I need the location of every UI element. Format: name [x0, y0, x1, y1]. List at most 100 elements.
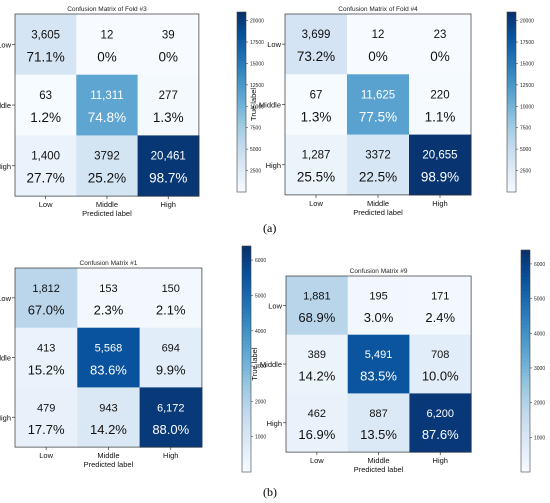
colorbar-segment [507, 123, 516, 127]
colorbar-segment [242, 400, 251, 405]
colorbar-segment [521, 272, 530, 277]
colorbar-segment [237, 126, 246, 130]
y-tick-label: Middle [0, 354, 11, 363]
cell-percent-label: 25.5% [297, 170, 335, 185]
colorbar: 1000 2000 3000 4000 5000 6000 [520, 249, 545, 473]
x-axis-label: Predicted label [354, 465, 404, 474]
cell-count-label: 11,625 [361, 89, 395, 101]
colorbar-segment [507, 177, 516, 181]
colorbar-segment [507, 87, 516, 91]
colorbar-segment [507, 150, 516, 154]
colorbar-segment [507, 159, 516, 163]
cell-percent-label: 0% [158, 49, 178, 64]
panel-label-b: (b) [263, 485, 277, 499]
colorbar-tick-label: 7500 [520, 126, 531, 132]
colorbar-segment [507, 135, 516, 139]
colorbar-segment [237, 45, 246, 49]
colorbar-segment [507, 90, 516, 94]
colorbar-segment [237, 144, 246, 148]
cell-count-label: 462 [308, 408, 326, 420]
colorbar-frame [241, 245, 252, 473]
cell-count-label: 413 [37, 343, 55, 355]
cell-count-label: 694 [162, 343, 180, 355]
colorbar-segment [237, 147, 246, 151]
colorbar-segment [507, 63, 516, 67]
cell-count-label: 1,287 [302, 150, 331, 162]
colorbar-segment [521, 312, 530, 318]
colorbar-segment [507, 27, 516, 31]
colorbar-segment [242, 347, 251, 353]
cell-percent-label: 14.2% [298, 368, 335, 383]
colorbar-segment [507, 24, 516, 28]
colorbar-segment [521, 405, 530, 410]
colorbar-segment [521, 416, 530, 421]
cell-percent-label: 25.2% [88, 171, 126, 186]
colorbar-segment [237, 159, 246, 163]
cell-percent-label: 10.0% [422, 368, 459, 383]
colorbar-segment [521, 301, 530, 307]
colorbar-segment [237, 27, 246, 31]
heatmap-cell-r1-c1 [347, 334, 410, 394]
heatmap-cell-r0-c1 [347, 14, 410, 75]
heatmap-cell-r0-c0 [285, 14, 348, 75]
cell-count-label: 3792 [94, 151, 120, 163]
confusion-matrix-panel-1: Confusion Matrix of Fold #3 3,605 71.1% 12 0… [0, 6, 264, 218]
cell-count-label: 6,172 [157, 402, 185, 414]
colorbar-segment [237, 165, 246, 169]
heatmap-cell-r0-c2 [139, 268, 203, 329]
colorbar-segment [237, 42, 246, 46]
colorbar-segment [521, 398, 530, 403]
colorbar-segment [521, 253, 530, 258]
colorbar-segment [242, 419, 251, 424]
cell-count-label: 3,605 [31, 29, 60, 41]
colorbar-segment [237, 12, 246, 16]
cell-percent-label: 0% [97, 49, 117, 64]
colorbar-segment [521, 460, 530, 466]
heatmap-cell-r0-c2 [409, 276, 472, 336]
cell-percent-label: 2.3% [94, 303, 124, 318]
colorbar-segment [521, 324, 530, 329]
cell-count-label: 1,881 [303, 290, 331, 302]
heatmap-cell-r1-c1 [77, 327, 141, 388]
colorbar-segment [242, 460, 251, 466]
colorbar-segment [507, 81, 516, 85]
cell-percent-label: 67.0% [28, 303, 65, 318]
cell-percent-label: 2.4% [425, 310, 455, 325]
colorbar-segment [521, 423, 530, 429]
colorbar-tick-label: 5000 [534, 297, 545, 303]
colorbar-segment [242, 374, 251, 379]
heatmap-cell-r1-c2 [409, 334, 472, 394]
chart-title: Confusion Matrix of Fold #3 [67, 6, 147, 13]
colorbar-segment [521, 261, 530, 266]
cell-count-label: 11,311 [90, 90, 123, 102]
x-axis-label: Predicted label [353, 208, 403, 217]
cell-count-label: 220 [430, 89, 449, 101]
colorbar-tick-label: 6000 [255, 258, 266, 264]
colorbar-tick-label: 12500 [250, 83, 264, 89]
colorbar-tick-label: 12500 [520, 83, 534, 89]
colorbar-segment [507, 57, 516, 61]
colorbar-segment [521, 305, 530, 310]
colorbar-segment [237, 150, 246, 154]
confusion-matrix-panel-2: Confusion Matrix of Fold #4 3,699 73.2% 12 0… [249, 6, 534, 217]
colorbar-segment [237, 90, 246, 94]
cell-percent-label: 27.7% [27, 171, 65, 186]
colorbar-segment [521, 409, 530, 414]
colorbar-segment [507, 75, 516, 79]
colorbar-segment [237, 18, 246, 22]
colorbar-segment [237, 177, 246, 181]
cell-count-label: 67 [310, 89, 323, 101]
x-tick-label: Low [309, 199, 323, 208]
colorbar-segment [242, 441, 251, 447]
cell-percent-label: 88.0% [152, 422, 189, 437]
colorbar-segment [242, 449, 251, 454]
colorbar-segment [507, 174, 516, 178]
colorbar-segment [242, 325, 251, 330]
x-tick-label: High [432, 199, 447, 208]
colorbar-segment [507, 168, 516, 172]
colorbar-segment [521, 394, 530, 399]
colorbar-segment [237, 33, 246, 37]
colorbar-tick-label: 4000 [534, 331, 545, 337]
colorbar-segment [507, 147, 516, 151]
colorbar-segment [237, 108, 246, 112]
